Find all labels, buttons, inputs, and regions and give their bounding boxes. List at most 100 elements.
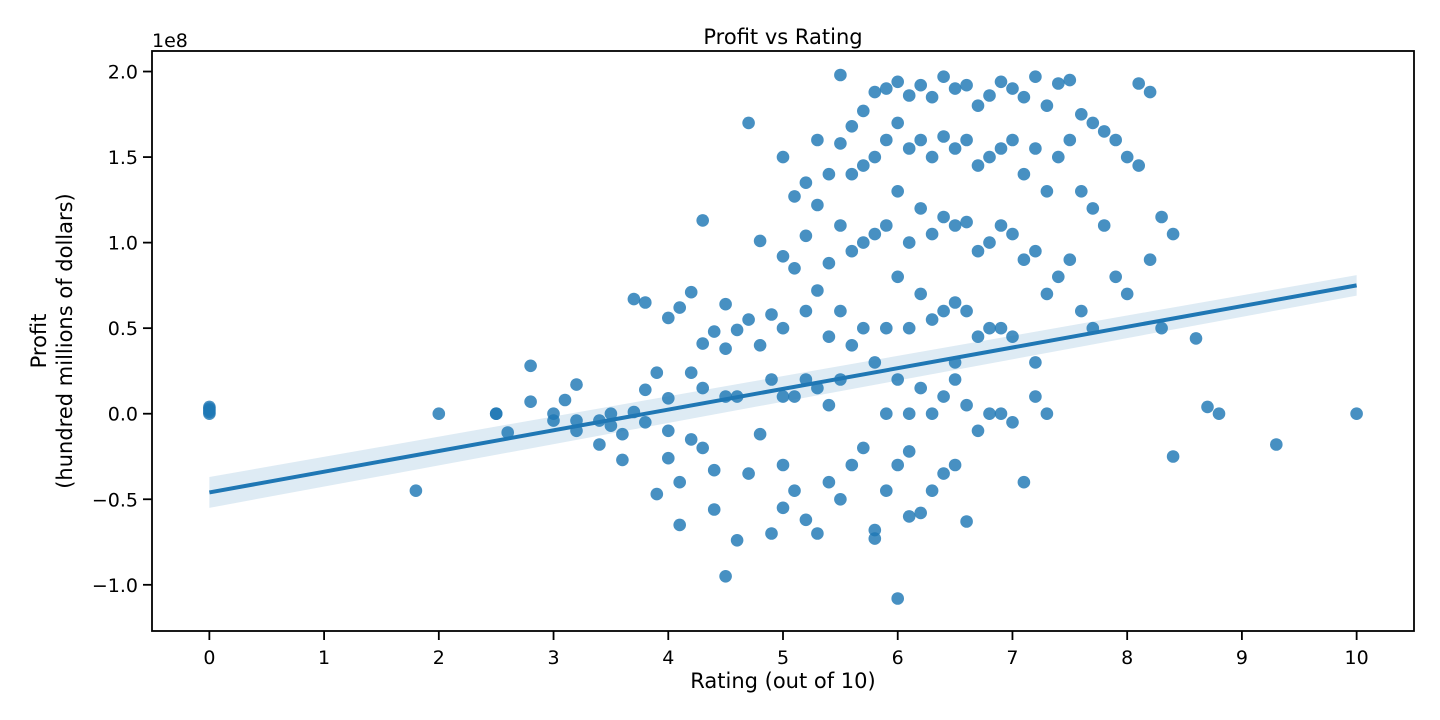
data-point [857, 321, 870, 335]
data-point [719, 342, 732, 356]
data-point [696, 381, 709, 395]
data-point [753, 427, 767, 441]
data-point [776, 390, 790, 403]
data-point [914, 287, 927, 301]
data-point [639, 296, 652, 309]
data-point [1097, 125, 1111, 138]
data-point [719, 570, 732, 583]
data-point [799, 176, 813, 189]
data-point [788, 190, 801, 203]
data-point [834, 304, 847, 318]
data-point [776, 150, 790, 164]
data-point [948, 82, 962, 95]
data-point [960, 398, 973, 412]
data-point [948, 296, 962, 309]
data-point [753, 339, 767, 352]
data-point [971, 99, 985, 112]
data-point [547, 414, 560, 427]
data-point [1017, 90, 1031, 104]
data-point [891, 458, 904, 472]
data-point [524, 395, 537, 409]
data-point [983, 150, 996, 164]
data-point [960, 515, 973, 528]
data-point [1086, 202, 1100, 215]
data-point [776, 458, 790, 472]
data-point [1017, 475, 1031, 489]
data-point [1155, 210, 1168, 224]
data-point [432, 407, 446, 421]
data-point [1132, 77, 1145, 90]
data-point [937, 390, 950, 403]
data-point [662, 451, 675, 465]
data-point [696, 441, 709, 455]
x-tick-label: 7 [1006, 647, 1018, 669]
data-point [684, 366, 698, 380]
data-point [1120, 287, 1134, 301]
data-point [845, 244, 859, 258]
data-point [937, 210, 950, 224]
data-point [1075, 304, 1088, 318]
data-point [524, 359, 537, 373]
data-point [1143, 85, 1157, 99]
data-point [765, 308, 778, 321]
x-tick-label: 2 [433, 647, 445, 669]
data-point [742, 116, 755, 130]
data-point [1040, 287, 1054, 301]
x-tick-label: 1 [318, 647, 330, 669]
data-point [811, 198, 824, 212]
data-point [570, 378, 583, 391]
data-point [765, 373, 778, 386]
data-point [857, 159, 870, 172]
data-point [742, 467, 755, 480]
data-point [1040, 185, 1054, 198]
data-point [960, 133, 973, 147]
data-point [1075, 185, 1088, 198]
data-point [811, 527, 824, 540]
data-point [902, 407, 916, 421]
data-point [1040, 407, 1054, 421]
data-point [868, 85, 882, 99]
data-point [1029, 390, 1042, 403]
x-tick-label: 3 [547, 647, 559, 669]
data-point [834, 137, 847, 150]
data-point [707, 463, 721, 477]
data-point [948, 142, 962, 155]
data-point [1166, 450, 1180, 463]
data-point [880, 321, 893, 335]
data-point [1189, 332, 1203, 345]
data-point [880, 484, 893, 498]
data-point [684, 433, 698, 446]
data-point [994, 142, 1008, 155]
data-point [925, 484, 939, 498]
data-point [1029, 356, 1042, 369]
data-point [822, 256, 836, 270]
data-point [1063, 133, 1077, 147]
data-point [1155, 321, 1168, 335]
data-point [834, 219, 847, 232]
plot-area [152, 51, 1414, 631]
data-point [925, 407, 939, 421]
data-point [902, 236, 916, 249]
data-point [1006, 330, 1019, 344]
data-point [891, 373, 904, 386]
x-axis-label: Rating (out of 10) [690, 669, 875, 693]
x-tick-label: 9 [1236, 647, 1248, 669]
data-point [799, 304, 813, 318]
data-point [684, 285, 698, 299]
data-point [822, 475, 836, 489]
data-point [1212, 407, 1226, 421]
data-point [971, 159, 985, 172]
data-point [1052, 150, 1065, 164]
data-point [616, 427, 629, 441]
data-point [880, 407, 893, 421]
data-point [673, 475, 686, 489]
data-point [776, 249, 790, 263]
data-point [811, 133, 824, 147]
y-axis-label-line2: (hundred millions of dollars) [53, 193, 77, 489]
data-point [558, 393, 572, 407]
data-point [616, 453, 629, 467]
data-point [788, 484, 801, 498]
data-point [983, 321, 996, 335]
data-point [845, 120, 859, 133]
data-point [834, 493, 847, 506]
